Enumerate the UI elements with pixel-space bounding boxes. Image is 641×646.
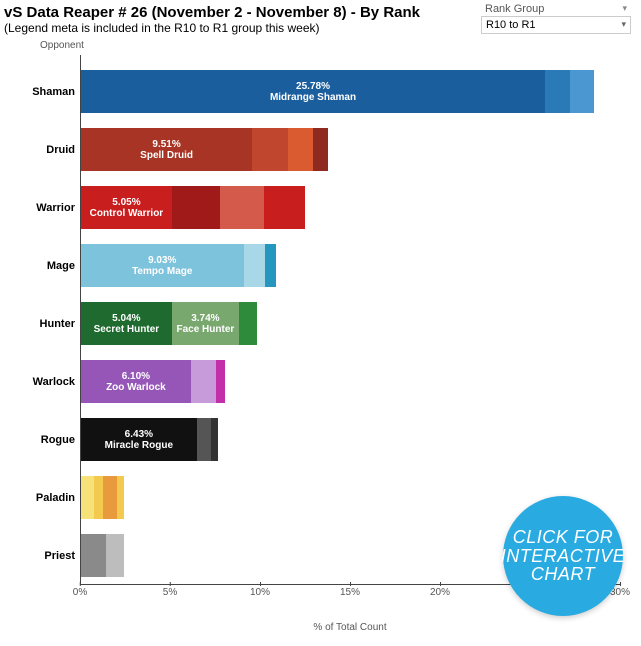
bar-row: Mage9.03%Tempo Mage [81,244,620,287]
bar-row: Shaman25.78%Midrange Shaman [81,70,620,113]
segment-label: 5.05%Control Warrior [90,197,164,219]
bar-segment[interactable]: 5.05%Control Warrior [81,186,172,229]
bar-segment[interactable] [313,128,327,171]
segment-label: 9.03%Tempo Mage [132,255,192,277]
bar-segment[interactable] [264,186,305,229]
x-tick: 5% [163,587,177,598]
bar-segment[interactable] [191,360,216,403]
bar-segment[interactable] [288,128,313,171]
bar-row: Warrior5.05%Control Warrior [81,186,620,229]
x-tick: 10% [250,587,270,598]
bar-segment[interactable] [265,244,276,287]
bar-segment[interactable] [570,70,593,113]
bar-segment[interactable] [106,534,124,577]
bar-segment[interactable]: 3.74%Face Hunter [172,302,239,345]
bar-row: Druid9.51%Spell Druid [81,128,620,171]
rank-group-label[interactable]: Rank Group [481,2,631,16]
bar-segment[interactable] [545,70,570,113]
bar-segment[interactable]: 25.78%Midrange Shaman [81,70,545,113]
bar-row: Warlock6.10%Zoo Warlock [81,360,620,403]
bar-segment[interactable] [252,128,288,171]
category-label: Shaman [32,86,75,98]
bar-segment[interactable] [211,418,218,461]
bar-segment[interactable] [81,534,106,577]
category-label: Warrior [36,202,75,214]
category-label: Priest [44,550,75,562]
y-axis-label: Opponent [40,40,84,51]
rank-group-value: R10 to R1 [486,19,536,31]
bar-segments: 5.05%Control Warrior [81,186,620,229]
bar-segment[interactable]: 9.51%Spell Druid [81,128,252,171]
category-label: Hunter [40,318,75,330]
bar-row: Hunter5.04%Secret Hunter3.74%Face Hunter [81,302,620,345]
bar-segment[interactable]: 5.04%Secret Hunter [81,302,172,345]
bar-segment[interactable] [244,244,266,287]
category-label: Mage [47,260,75,272]
segment-label: 9.51%Spell Druid [140,139,193,161]
bar-row: Rogue6.43%Miracle Rogue [81,418,620,461]
category-label: Warlock [33,376,75,388]
bar-segment[interactable]: 6.10%Zoo Warlock [81,360,191,403]
rank-group-dropdown[interactable]: R10 to R1 [481,16,631,34]
x-tick: 20% [430,587,450,598]
bar-segments: 5.04%Secret Hunter 3.74%Face Hunter [81,302,620,345]
bar-segment[interactable] [197,418,211,461]
segment-label: 25.78%Midrange Shaman [270,81,356,103]
bar-segments: 9.03%Tempo Mage [81,244,620,287]
segment-label: 5.04%Secret Hunter [94,313,160,335]
bar-segments: 6.10%Zoo Warlock [81,360,620,403]
bar-segment[interactable] [94,476,103,519]
bar-segment[interactable] [172,186,221,229]
category-label: Rogue [41,434,75,446]
bar-segments: 6.43%Miracle Rogue [81,418,620,461]
x-tick: 0% [73,587,87,598]
segment-label: 6.10%Zoo Warlock [106,371,166,393]
bar-segment[interactable] [81,476,94,519]
bar-segment[interactable] [239,302,257,345]
cta-text: CLICK FOR INTERACTIVE CHART [501,528,626,585]
bar-segment[interactable] [216,360,225,403]
bar-segments: 9.51%Spell Druid [81,128,620,171]
bar-segment[interactable] [220,186,263,229]
segment-label: 3.74%Face Hunter [176,313,234,335]
header: vS Data Reaper # 26 (November 2 - Novemb… [0,0,641,35]
bar-segment[interactable] [103,476,117,519]
bar-segment[interactable]: 6.43%Miracle Rogue [81,418,197,461]
bar-segment[interactable]: 9.03%Tempo Mage [81,244,244,287]
bar-segment[interactable] [117,476,124,519]
category-label: Paladin [36,492,75,504]
bar-segments: 25.78%Midrange Shaman [81,70,620,113]
x-axis-label: % of Total Count [313,622,386,633]
x-tick: 15% [340,587,360,598]
rank-group-control: Rank Group R10 to R1 [481,2,631,34]
category-label: Druid [46,144,75,156]
segment-label: 6.43%Miracle Rogue [105,429,173,451]
interactive-chart-button[interactable]: CLICK FOR INTERACTIVE CHART [503,496,623,616]
